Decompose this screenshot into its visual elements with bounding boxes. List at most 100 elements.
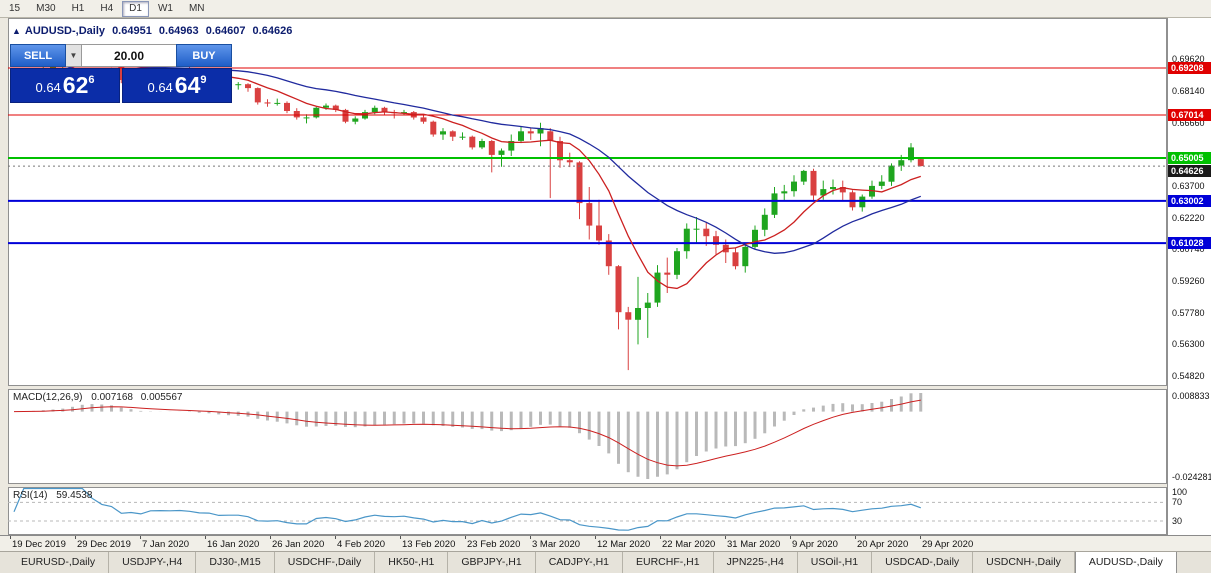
timeframe-button-mn[interactable]: MN	[188, 2, 205, 14]
sell-button[interactable]: SELL	[10, 44, 66, 67]
price-axis-tick: 0.66660	[1172, 118, 1205, 128]
time-axis-tick	[335, 536, 336, 539]
time-axis-tick	[790, 536, 791, 539]
buy-button[interactable]: BUY	[176, 44, 232, 67]
time-axis-tick	[855, 536, 856, 539]
timeframe-button-15[interactable]: 15	[9, 2, 21, 14]
price-axis-tick: 0.56300	[1172, 339, 1205, 349]
price-badge: 0.67014	[1168, 109, 1211, 121]
price-badge: 0.69208	[1168, 62, 1211, 74]
chart-tab-jpn225-h4[interactable]: JPN225-,H4	[714, 552, 798, 573]
time-axis[interactable]: 19 Dec 2019 29 Dec 2019 7 Jan 2020 16 Jan 2…	[0, 535, 1211, 551]
chart-tab-usdjpy-h4[interactable]: USDJPY-,H4	[109, 552, 197, 573]
buy-price-pips: 64	[174, 72, 201, 98]
sell-price-point: 6	[88, 74, 95, 86]
chart-tab-eurchf-h1[interactable]: EURCHF-,H1	[623, 552, 714, 573]
price-axis-tick: 0.59260	[1172, 276, 1205, 286]
price-badge: 0.61028	[1168, 237, 1211, 249]
chart-tab-cadjpy-h1[interactable]: CADJPY-,H1	[536, 552, 623, 573]
chart-tab-gbpjpy-h1[interactable]: GBPJPY-,H1	[448, 552, 536, 573]
time-axis-label: 22 Mar 2020	[662, 539, 716, 550]
time-axis-label: 9 Apr 2020	[792, 539, 838, 550]
rsi-indicator-label: RSI(14) 59.4538	[13, 490, 97, 501]
time-axis-tick	[725, 536, 726, 539]
price-axis-tick: 0.54820	[1172, 371, 1205, 381]
price-badge: 0.64626	[1168, 165, 1211, 177]
time-axis-label: 26 Jan 2020	[272, 539, 325, 550]
rsi-title: RSI(14)	[13, 490, 48, 501]
chart-tab-usdchf-daily[interactable]: USDCHF-,Daily	[275, 552, 376, 573]
price-axis[interactable]	[1167, 18, 1211, 535]
time-axis-label: 20 Apr 2020	[857, 539, 909, 550]
time-axis-label: 23 Feb 2020	[467, 539, 521, 550]
chart-title-row: ▲ AUDUSD-,Daily 0.64951 0.64963 0.64607 0…	[12, 25, 296, 37]
ohlc-low: 0.64607	[205, 25, 246, 37]
ohlc-close: 0.64626	[252, 25, 293, 37]
ohlc-high: 0.64963	[158, 25, 199, 37]
time-axis-label: 29 Dec 2019	[77, 539, 131, 550]
time-axis-tick	[920, 536, 921, 539]
chart-tab-audusd-daily[interactable]: AUDUSD-,Daily	[1074, 552, 1177, 573]
price-axis-tick: 0.69620	[1172, 54, 1205, 64]
time-axis-tick	[140, 536, 141, 539]
time-axis-label: 12 Mar 2020	[597, 539, 651, 550]
sell-price-display[interactable]: 0.64 62 6	[10, 68, 120, 103]
rsi-axis-30: 30	[1172, 516, 1183, 526]
timeframe-button-w1[interactable]: W1	[157, 2, 173, 14]
macd-axis-min: -0.024281	[1172, 472, 1211, 482]
time-axis-label: 19 Dec 2019	[12, 539, 66, 550]
volume-input[interactable]: 20.00	[82, 44, 176, 67]
buy-price-display[interactable]: 0.64 64 9	[122, 68, 232, 103]
price-axis-tick: 0.68140	[1172, 86, 1205, 96]
chart-tab-usdcnh-daily[interactable]: USDCNH-,Daily	[973, 552, 1075, 573]
time-axis-tick	[595, 536, 596, 539]
price-badge: 0.63002	[1168, 195, 1211, 207]
timeframe-button-d1[interactable]: D1	[122, 0, 149, 17]
time-axis-label: 3 Mar 2020	[532, 539, 581, 550]
one-click-collapse-icon[interactable]: ▲	[12, 26, 21, 36]
time-axis-label: 7 Jan 2020	[142, 539, 190, 550]
time-axis-tick	[75, 536, 76, 539]
timeframe-button-h1[interactable]: H1	[71, 2, 85, 14]
one-click-trading-panel: SELL ▼ 20.00 BUY 0.64 62 6 0.64 64 9	[10, 44, 232, 103]
chart-symbol-title: AUDUSD-,Daily	[24, 25, 105, 37]
sell-price-integer: 0.64	[35, 80, 61, 95]
volume-dropdown-icon[interactable]: ▼	[66, 44, 82, 67]
chart-tab-dj30-m15[interactable]: DJ30-,M15	[196, 552, 275, 573]
chart-tab-usdcad-daily[interactable]: USDCAD-,Daily	[872, 552, 974, 573]
macd-value-signal: 0.005567	[140, 392, 183, 403]
time-axis-label: 29 Apr 2020	[922, 539, 974, 550]
time-axis-tick	[400, 536, 401, 539]
chart-tab-hk50-h1[interactable]: HK50-,H1	[375, 552, 449, 573]
time-axis-tick	[205, 536, 206, 539]
macd-value-main: 0.007168	[91, 392, 133, 403]
timeframe-button-m30[interactable]: M30	[36, 2, 56, 14]
time-axis-tick	[270, 536, 271, 539]
sell-price-pips: 62	[62, 72, 89, 98]
time-axis-label: 16 Jan 2020	[207, 539, 260, 550]
price-badge: 0.65005	[1168, 152, 1211, 164]
timeframe-toolbar: 15 M30 H1 H4 D1 W1 MN	[0, 0, 1211, 18]
rsi-axis-100: 100	[1172, 487, 1188, 497]
time-axis-tick	[10, 536, 11, 539]
time-axis-label: 4 Feb 2020	[337, 539, 386, 550]
price-axis-tick: 0.63700	[1172, 181, 1205, 191]
buy-price-integer: 0.64	[147, 80, 173, 95]
time-axis-tick	[660, 536, 661, 539]
buy-price-point: 9	[200, 74, 207, 86]
chart-tab-eurusd-daily[interactable]: EURUSD-,Daily	[8, 552, 110, 573]
rsi-axis-70: 70	[1172, 497, 1183, 507]
price-axis-tick: 0.60740	[1172, 244, 1205, 254]
rsi-value: 59.4538	[56, 490, 93, 501]
chart-tab-usoil-h1[interactable]: USOil-,H1	[798, 552, 873, 573]
time-axis-tick	[530, 536, 531, 539]
macd-axis-max: 0.008833	[1172, 391, 1210, 401]
time-axis-label: 13 Feb 2020	[402, 539, 456, 550]
rsi-window[interactable]	[8, 487, 1167, 535]
timeframe-button-h4[interactable]: H4	[100, 2, 114, 14]
macd-window[interactable]	[8, 389, 1167, 484]
macd-title: MACD(12,26,9)	[13, 392, 83, 403]
macd-indicator-label: MACD(12,26,9) 0.007168 0.005567	[13, 392, 187, 403]
time-axis-tick	[465, 536, 466, 539]
